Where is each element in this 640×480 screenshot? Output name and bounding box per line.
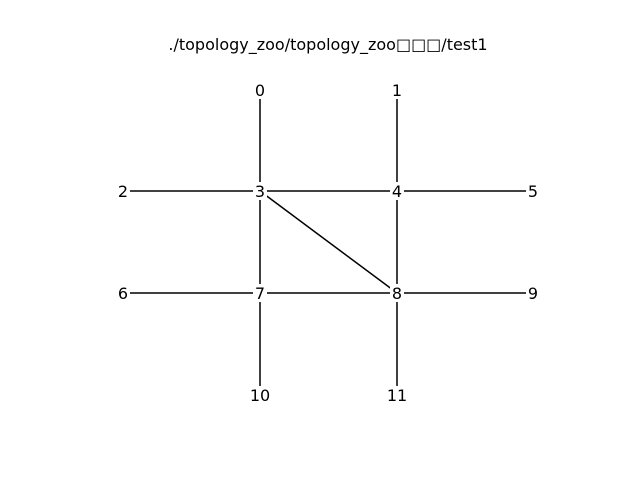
node-label-2: 2 — [118, 182, 128, 201]
node-background-10 — [249, 386, 271, 404]
node-background-0 — [253, 81, 267, 99]
node-background-7 — [253, 284, 267, 302]
node-label-1: 1 — [392, 81, 402, 100]
node-label-8: 8 — [392, 284, 402, 303]
edge-3-8 — [259, 190, 398, 294]
node-label-7: 7 — [255, 284, 265, 303]
node-background-8 — [390, 284, 404, 302]
node-background-11 — [386, 386, 408, 404]
node-background-9 — [526, 284, 540, 302]
figure-title: ./topology_zoo/topology_zoo□□□/test1 — [168, 35, 487, 55]
node-label-11: 11 — [387, 386, 407, 405]
node-label-3: 3 — [255, 182, 265, 201]
node-label-10: 10 — [250, 386, 270, 405]
node-background-4 — [390, 182, 404, 200]
node-background-5 — [526, 182, 540, 200]
node-background-6 — [116, 284, 130, 302]
node-background-3 — [253, 182, 267, 200]
node-label-4: 4 — [392, 182, 402, 201]
nodes-group: 0 1 2 3 4 5 6 7 8 9 10 11 — [116, 81, 540, 405]
node-background-1 — [390, 81, 404, 99]
node-label-9: 9 — [528, 284, 538, 303]
node-label-0: 0 — [255, 81, 265, 100]
node-label-6: 6 — [118, 284, 128, 303]
node-label-5: 5 — [528, 182, 538, 201]
node-background-2 — [116, 182, 130, 200]
edges-group — [123, 90, 533, 395]
